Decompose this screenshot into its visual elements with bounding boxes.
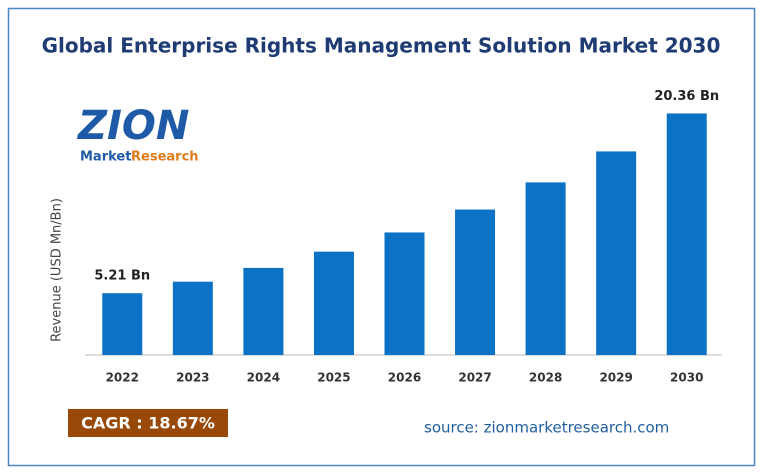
- source: source: zionmarketresearch.com: [424, 419, 669, 437]
- bar: [102, 293, 143, 355]
- bar: [172, 281, 213, 355]
- bar: [455, 209, 496, 355]
- bar: [525, 182, 566, 355]
- bar: [384, 232, 425, 355]
- bar: [313, 251, 354, 355]
- bar: [666, 113, 707, 355]
- bar: [243, 267, 284, 355]
- frame: [7, 7, 756, 467]
- logo: ZION Market Research: [76, 103, 199, 165]
- chart-title: Global Enterprise Rights Management Solu…: [42, 34, 721, 58]
- y-axis-label: Revenue (USD Mn/Bn): [50, 198, 65, 342]
- value-label: 5.21 Bn: [94, 269, 150, 284]
- cagr-text: CAGR : 18.67%: [81, 414, 215, 433]
- x-tick-label: 2025: [317, 371, 350, 385]
- logo-name: ZION: [76, 103, 189, 149]
- x-tick-label: 2027: [458, 371, 491, 385]
- x-tick-label: 2024: [247, 371, 280, 385]
- x-tick-label: 2022: [106, 371, 139, 385]
- value-label: 20.36 Bn: [654, 89, 719, 104]
- x-tick-label: 2023: [176, 371, 209, 385]
- logo-line2: Research: [131, 150, 199, 165]
- bar: [596, 151, 637, 355]
- logo-line1: Market: [80, 150, 131, 165]
- x-tick-label: 2030: [670, 371, 703, 385]
- x-tick-label: 2028: [529, 371, 562, 385]
- x-tick-label: 2026: [388, 371, 421, 385]
- x-tick-label: 2029: [599, 371, 632, 385]
- cagr-box: [68, 409, 228, 437]
